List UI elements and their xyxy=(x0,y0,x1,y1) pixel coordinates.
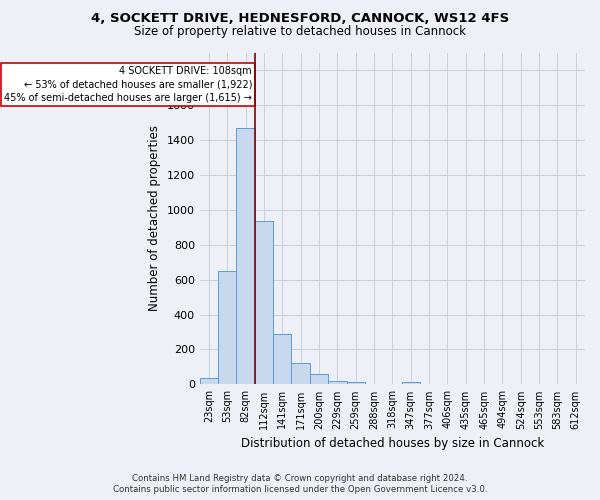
Bar xyxy=(236,128,255,384)
Bar xyxy=(328,380,347,384)
Bar xyxy=(347,382,365,384)
Bar xyxy=(292,362,310,384)
X-axis label: Distribution of detached houses by size in Cannock: Distribution of detached houses by size … xyxy=(241,437,544,450)
Text: Contains HM Land Registry data © Crown copyright and database right 2024.
Contai: Contains HM Land Registry data © Crown c… xyxy=(113,474,487,494)
Text: 4 SOCKETT DRIVE: 108sqm
← 53% of detached houses are smaller (1,922)
45% of semi: 4 SOCKETT DRIVE: 108sqm ← 53% of detache… xyxy=(4,66,252,103)
Bar xyxy=(255,221,273,384)
Bar xyxy=(218,271,236,384)
Text: Size of property relative to detached houses in Cannock: Size of property relative to detached ho… xyxy=(134,25,466,38)
Y-axis label: Number of detached properties: Number of detached properties xyxy=(148,126,161,312)
Text: 4, SOCKETT DRIVE, HEDNESFORD, CANNOCK, WS12 4FS: 4, SOCKETT DRIVE, HEDNESFORD, CANNOCK, W… xyxy=(91,12,509,26)
Bar xyxy=(401,382,420,384)
Bar xyxy=(273,334,292,384)
Bar xyxy=(310,374,328,384)
Bar xyxy=(200,378,218,384)
